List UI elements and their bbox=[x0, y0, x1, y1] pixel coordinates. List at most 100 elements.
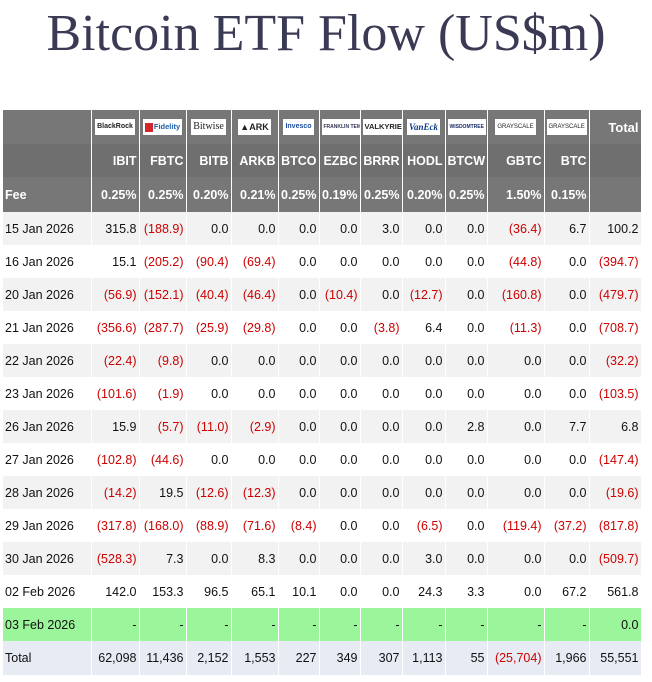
flow-cell: 0.0 bbox=[186, 212, 232, 245]
franklin-templeton-logo: FRANKLIN TEMPLETON bbox=[321, 119, 359, 135]
fee-total-cell bbox=[589, 177, 642, 212]
flow-cell: 3.3 bbox=[445, 575, 488, 608]
row-total: 0.0 bbox=[589, 608, 642, 641]
totals-label: Total bbox=[3, 641, 92, 675]
fidelity-logo: Fidelity bbox=[142, 119, 183, 135]
totals-cell: (25,704) bbox=[487, 641, 545, 675]
flow-cell: (287.7) bbox=[139, 311, 187, 344]
flow-cell: 0.0 bbox=[278, 377, 320, 410]
flow-cell: 0.0 bbox=[278, 443, 320, 476]
flow-cell: 0.0 bbox=[544, 245, 590, 278]
flow-cell: 6.4 bbox=[402, 311, 446, 344]
flow-cell: (12.3) bbox=[231, 476, 279, 509]
totals-cell: 62,098 bbox=[91, 641, 140, 675]
flow-cell: (69.4) bbox=[231, 245, 279, 278]
page-title: Bitcoin ETF Flow (US$m) bbox=[46, 5, 606, 62]
table-row: 16 Jan 2026 15.1 (205.2) (90.4) (69.4) 0.0 0.0… bbox=[3, 245, 642, 278]
flow-cell: (317.8) bbox=[91, 509, 140, 542]
flow-cell: - bbox=[139, 608, 187, 641]
totals-cell: 307 bbox=[360, 641, 403, 675]
flow-cell: 0.0 bbox=[186, 443, 232, 476]
flow-cell: (5.7) bbox=[139, 410, 187, 443]
grayscale-logo: GRAYSCALE bbox=[495, 119, 536, 135]
ticker-header-ezbc: EZBC bbox=[319, 144, 361, 177]
totals-cell: 11,436 bbox=[139, 641, 187, 675]
flow-cell: 7.3 bbox=[139, 542, 187, 575]
flow-cell: (56.9) bbox=[91, 278, 140, 311]
flow-cell: (36.4) bbox=[487, 212, 545, 245]
flow-cell: 0.0 bbox=[319, 509, 361, 542]
row-total: 561.8 bbox=[589, 575, 642, 608]
flow-cell: 15.1 bbox=[91, 245, 140, 278]
row-total: 6.8 bbox=[589, 410, 642, 443]
table-row: 29 Jan 2026 (317.8) (168.0) (88.9) (71.6) (8.… bbox=[3, 509, 642, 542]
flow-cell: (10.4) bbox=[319, 278, 361, 311]
grayscale-mini-logo: GRAYSCALE bbox=[546, 119, 587, 135]
flow-cell: (44.8) bbox=[487, 245, 545, 278]
flow-cell: 24.3 bbox=[402, 575, 446, 608]
flow-cell: (11.0) bbox=[186, 410, 232, 443]
totals-cell: 349 bbox=[319, 641, 361, 675]
table-row: 15 Jan 2026 315.8 (188.9) 0.0 0.0 0.0 0.0 3.0 0.… bbox=[3, 212, 642, 245]
flow-cell: (90.4) bbox=[186, 245, 232, 278]
row-date: 20 Jan 2026 bbox=[3, 278, 92, 311]
flow-cell: 15.9 bbox=[91, 410, 140, 443]
flow-cell: 0.0 bbox=[360, 476, 403, 509]
flow-cell: 0.0 bbox=[319, 575, 361, 608]
flow-cell: - bbox=[91, 608, 140, 641]
totals-cell: 227 bbox=[278, 641, 320, 675]
flow-cell: 0.0 bbox=[402, 377, 446, 410]
flow-cell: 96.5 bbox=[186, 575, 232, 608]
flow-cell: 0.0 bbox=[360, 410, 403, 443]
fee-cell: 1.50% bbox=[487, 177, 545, 212]
flow-cell: - bbox=[231, 608, 279, 641]
flow-cell: (102.8) bbox=[91, 443, 140, 476]
flow-cell: (101.6) bbox=[91, 377, 140, 410]
flow-cell: (8.4) bbox=[278, 509, 320, 542]
etf-flow-table: BlackRock Fidelity Bitwise ▲ARK Invesco … bbox=[3, 110, 642, 675]
flow-cell: 0.0 bbox=[487, 410, 545, 443]
fee-cell: 0.25% bbox=[139, 177, 187, 212]
table-row: 02 Feb 2026 142.0 153.3 96.5 65.1 10.1 0.0 0.0 2… bbox=[3, 575, 642, 608]
table-row: 20 Jan 2026 (56.9) (152.1) (40.4) (46.4) 0.0(… bbox=[3, 278, 642, 311]
table-row: 30 Jan 2026 (528.3) 7.3 0.0 8.3 0.0 0.0 0.0 3.0 0… bbox=[3, 542, 642, 575]
flow-cell: 0.0 bbox=[231, 377, 279, 410]
fee-cell: 0.25% bbox=[278, 177, 320, 212]
table-row: 23 Jan 2026 (101.6) (1.9) 0.0 0.0 0.0 0.0 0.0 0.… bbox=[3, 377, 642, 410]
flow-cell: (528.3) bbox=[91, 542, 140, 575]
ticker-header-btc: BTC bbox=[544, 144, 590, 177]
row-total: (19.6) bbox=[589, 476, 642, 509]
flow-cell: 142.0 bbox=[91, 575, 140, 608]
flow-cell: 10.1 bbox=[278, 575, 320, 608]
ark-logo-mark-icon: ▲ bbox=[240, 122, 250, 132]
flow-cell: 0.0 bbox=[278, 344, 320, 377]
flow-cell: 0.0 bbox=[487, 443, 545, 476]
flow-cell: 65.1 bbox=[231, 575, 279, 608]
fee-cell: 0.19% bbox=[319, 177, 361, 212]
fee-row: Fee 0.25% 0.25% 0.20% 0.21% 0.25% 0.19% 0.25% 0… bbox=[3, 177, 642, 212]
flow-cell: 153.3 bbox=[139, 575, 187, 608]
flow-cell: 0.0 bbox=[544, 542, 590, 575]
row-date: 16 Jan 2026 bbox=[3, 245, 92, 278]
flow-cell: (25.9) bbox=[186, 311, 232, 344]
flow-cell: 67.2 bbox=[544, 575, 590, 608]
ark-logo-text: ARK bbox=[249, 122, 269, 132]
flow-cell: 0.0 bbox=[445, 245, 488, 278]
flow-cell: 0.0 bbox=[487, 344, 545, 377]
flow-cell: 0.0 bbox=[445, 212, 488, 245]
bitwise-logo: Bitwise bbox=[191, 119, 226, 135]
fee-cell: 0.21% bbox=[231, 177, 279, 212]
table-row: 27 Jan 2026 (102.8) (44.6) 0.0 0.0 0.0 0.0 0.0 0… bbox=[3, 443, 642, 476]
issuer-logo-row: BlackRock Fidelity Bitwise ▲ARK Invesco … bbox=[3, 110, 642, 144]
ticker-row: IBIT FBTC BITB ARKB BTCO EZBC BRRR HODL BTCW GBTC… bbox=[3, 144, 642, 177]
flow-cell: 0.0 bbox=[360, 377, 403, 410]
table-row: 28 Jan 2026 (14.2) 19.5 (12.6) (12.3) 0.0 0.0 0… bbox=[3, 476, 642, 509]
flow-cell: (12.7) bbox=[402, 278, 446, 311]
ark-logo: ▲ARK bbox=[238, 119, 271, 135]
row-total: (103.5) bbox=[589, 377, 642, 410]
flow-cell: 0.0 bbox=[402, 245, 446, 278]
row-date: 22 Jan 2026 bbox=[3, 344, 92, 377]
fee-label: Fee bbox=[3, 177, 92, 212]
wisdomtree-logo: WISDOMTREE bbox=[447, 119, 486, 135]
grand-total: 55,551 bbox=[589, 641, 642, 675]
